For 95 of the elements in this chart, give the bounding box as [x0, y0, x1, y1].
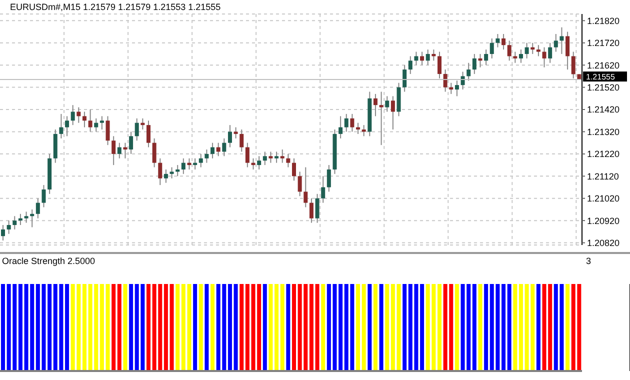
candlestick — [240, 129, 244, 152]
candlestick — [454, 80, 459, 97]
candlestick — [472, 53, 476, 74]
candlestick — [513, 51, 518, 64]
candlestick — [12, 216, 17, 230]
candlestick — [82, 111, 86, 128]
candlestick — [222, 138, 226, 157]
candlestick — [536, 44, 540, 57]
candlestick — [112, 136, 116, 166]
candlestick — [94, 118, 98, 132]
candlestick — [402, 64, 407, 92]
y-tick-label: 1.21820 — [587, 16, 620, 26]
candlestick — [350, 113, 354, 132]
candlestick — [379, 91, 384, 146]
candlestick — [321, 176, 326, 204]
candlestick — [542, 46, 546, 68]
candlestick — [286, 153, 290, 168]
candlestick — [228, 124, 232, 148]
candlestick — [170, 166, 174, 179]
candlestick — [390, 96, 395, 130]
chart-title: Oracle Strength 2.5000 — [2, 256, 96, 266]
y-tick-label: 1.21320 — [587, 126, 620, 137]
candlestick — [158, 158, 162, 186]
candlestick — [426, 49, 430, 66]
candlestick — [106, 116, 110, 146]
candlestick — [36, 198, 40, 219]
candlestick — [566, 31, 570, 70]
candlestick — [548, 42, 552, 64]
candlestick — [88, 109, 92, 132]
candlestick — [414, 51, 418, 66]
candlestick — [204, 148, 209, 164]
candlestick — [554, 33, 558, 52]
candlestick — [129, 131, 134, 154]
candlestick — [443, 69, 448, 92]
candlestick — [304, 166, 308, 208]
chart-title: EURUSDm#,M15 1.21579 1.21579 1.21553 1.21555 — [10, 2, 221, 12]
candlestick — [466, 62, 471, 82]
candlestick — [134, 118, 139, 142]
candlestick — [408, 56, 412, 74]
candlestick — [216, 142, 220, 157]
candlestick — [268, 151, 273, 164]
candlestick — [100, 116, 104, 130]
candlestick — [117, 142, 122, 159]
candlestick — [292, 158, 296, 182]
candlestick — [42, 184, 46, 208]
y-tick-label: 1.20820 — [587, 238, 620, 248]
candlestick — [280, 148, 284, 164]
candlestick — [76, 106, 81, 124]
candlestick — [262, 151, 267, 166]
candlestick — [344, 113, 348, 132]
candlestick — [24, 211, 28, 224]
candlestick — [496, 33, 500, 48]
y-tick-label: 1.21720 — [587, 38, 620, 48]
candlestick — [420, 51, 424, 66]
candlestick — [245, 142, 250, 168]
candlestick — [59, 113, 64, 139]
ref-line-label: 1.21555 — [586, 72, 616, 82]
candlestick — [560, 26, 564, 54]
y-tick-label: 1.21420 — [587, 104, 620, 115]
candlestick — [338, 116, 343, 139]
candlestick — [234, 126, 238, 139]
candlestick — [518, 49, 523, 64]
candlestick — [164, 168, 168, 184]
candlestick — [326, 164, 331, 192]
candlestick — [502, 33, 506, 50]
candlestick — [507, 40, 512, 62]
candlestick — [385, 96, 390, 112]
candlestick — [484, 49, 488, 66]
candlestick — [257, 156, 262, 170]
candlestick — [65, 116, 70, 137]
candlestick — [438, 51, 442, 79]
candlestick — [524, 42, 529, 59]
candlestick — [198, 153, 203, 168]
y-tick-label: 1.21220 — [587, 149, 620, 160]
y-tick-label: 1.21620 — [587, 60, 620, 70]
y-tick-label: 1.21020 — [587, 194, 620, 204]
candlestick — [315, 193, 320, 224]
candlestick — [146, 120, 150, 148]
candlestick — [490, 38, 494, 59]
candlestick — [309, 198, 314, 224]
candlestick — [373, 93, 378, 117]
candlestick — [6, 220, 11, 234]
candlestick — [298, 171, 302, 197]
y-tick-label: 1.21520 — [587, 82, 620, 92]
candlestick — [181, 158, 186, 174]
y-tick-label: 1.21120 — [587, 171, 619, 182]
candlestick — [210, 142, 215, 159]
candlestick — [274, 151, 279, 164]
candlestick — [1, 224, 5, 242]
y-tick-label: 1.20920 — [587, 216, 620, 226]
text: 3 — [586, 256, 592, 266]
candlestick — [571, 51, 576, 79]
candlestick — [70, 104, 75, 126]
candlestick — [152, 138, 156, 168]
candlestick — [460, 71, 465, 90]
